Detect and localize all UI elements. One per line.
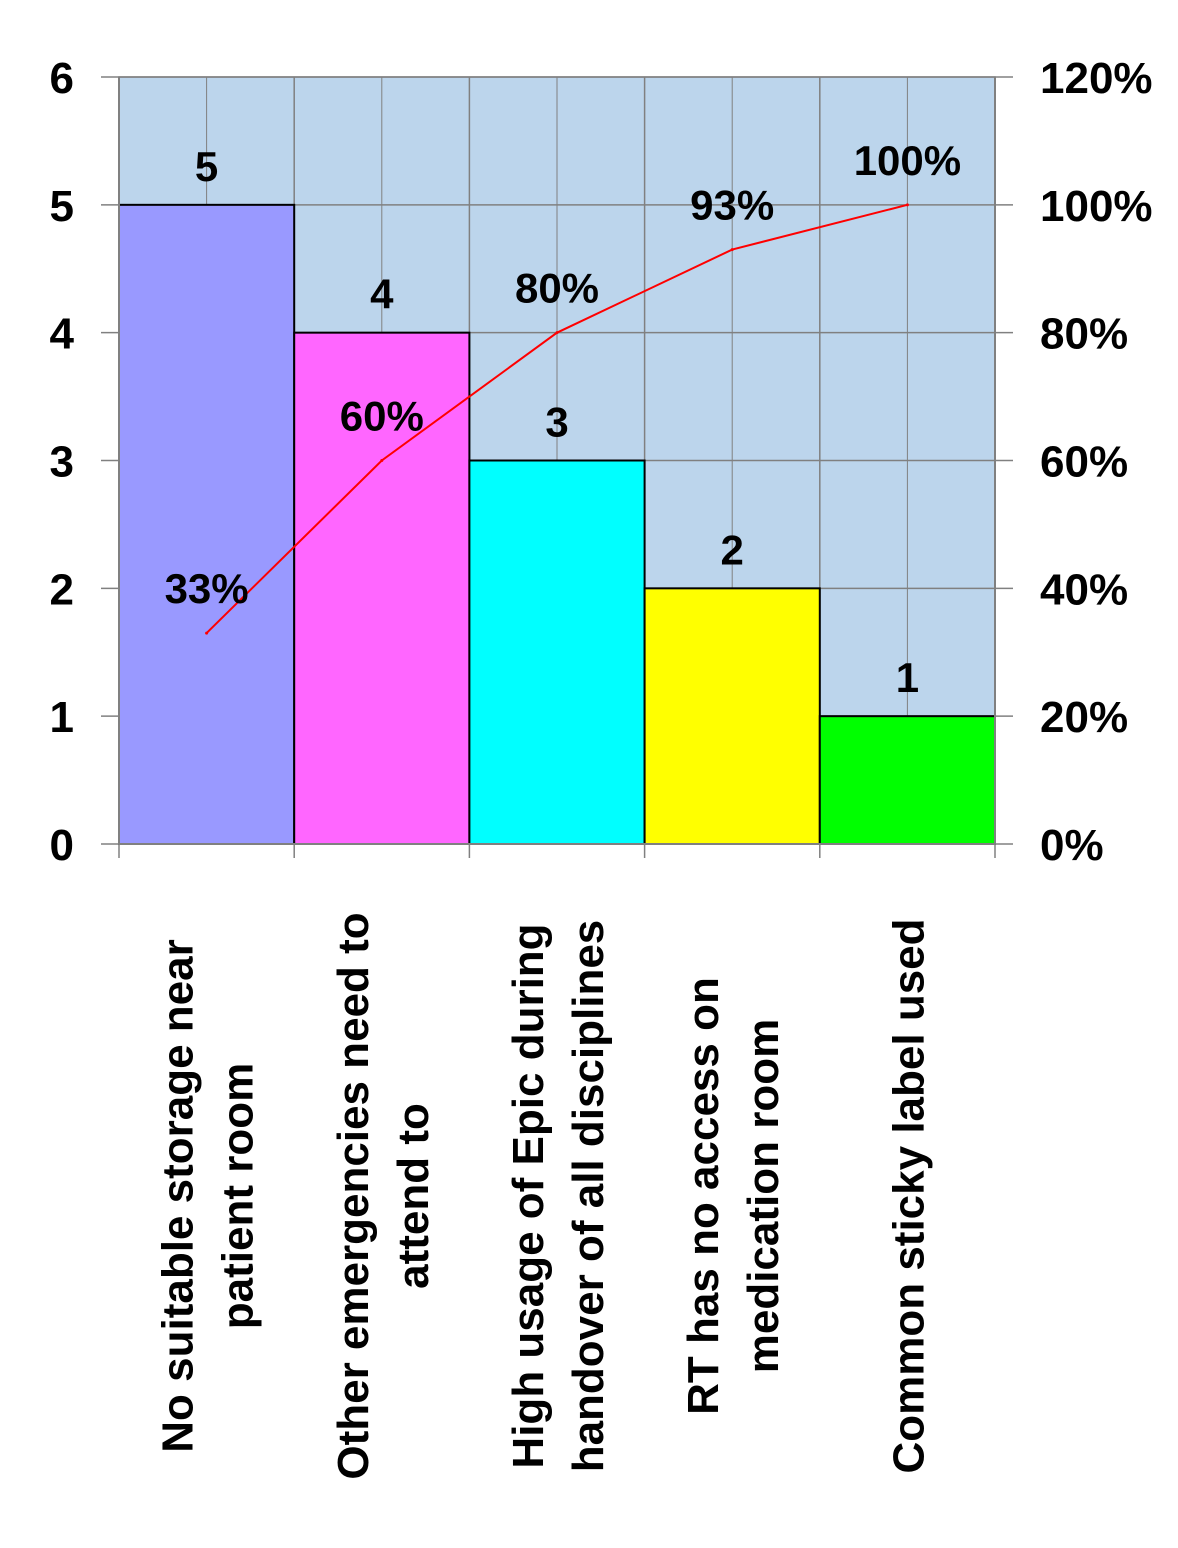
bar-value-label: 5 <box>195 143 218 190</box>
category-label: attend to <box>389 1103 438 1289</box>
left-tick-label: 4 <box>50 310 75 359</box>
line-point <box>205 631 209 635</box>
left-tick-label: 1 <box>50 693 74 742</box>
left-tick-label: 0 <box>50 821 74 870</box>
bar <box>118 203 296 846</box>
right-tick-label: 100% <box>1040 182 1153 231</box>
left-tick-label: 5 <box>50 182 74 231</box>
category-label: High usage of Epic during <box>504 923 553 1468</box>
line-point <box>380 459 384 462</box>
cumulative-percent-label: 60% <box>340 393 424 440</box>
right-tick-label: 80% <box>1040 310 1128 359</box>
right-tick-label: 0% <box>1040 821 1104 870</box>
cumulative-percent-label: 100% <box>854 137 961 184</box>
category-label: medication room <box>739 1019 788 1374</box>
left-tick-label: 2 <box>50 565 74 614</box>
cumulative-percent-label: 93% <box>690 182 774 229</box>
category-label: RT has no access on <box>679 977 728 1415</box>
right-tick-label: 60% <box>1040 438 1128 487</box>
category-label: Other emergencies need to <box>329 912 378 1479</box>
line-point <box>730 248 734 252</box>
left-tick-label: 6 <box>50 54 74 103</box>
bar-value-label: 4 <box>370 271 394 318</box>
category-label: No suitable storage near <box>154 939 203 1452</box>
cumulative-percent-label: 33% <box>165 565 249 612</box>
category-label: patient room <box>214 1063 263 1329</box>
right-tick-label: 40% <box>1040 565 1128 614</box>
cumulative-percent-label: 80% <box>515 265 599 312</box>
bar <box>468 459 646 845</box>
bar-value-label: 3 <box>545 399 568 446</box>
category-label: Common sticky label used <box>884 918 933 1473</box>
bar-value-label: 2 <box>721 526 744 573</box>
category-label: handover of all disciplines <box>564 920 613 1473</box>
bar-value-label: 1 <box>896 654 919 701</box>
bar <box>643 587 821 845</box>
line-point <box>555 331 559 335</box>
bar <box>818 715 996 846</box>
right-tick-label: 120% <box>1040 54 1153 103</box>
left-tick-label: 3 <box>50 438 74 487</box>
right-tick-label: 20% <box>1040 693 1128 742</box>
line-point <box>905 203 909 207</box>
